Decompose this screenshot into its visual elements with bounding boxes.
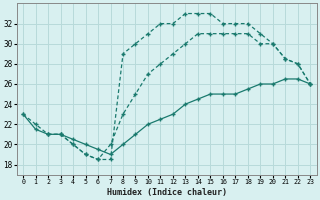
X-axis label: Humidex (Indice chaleur): Humidex (Indice chaleur): [107, 188, 227, 197]
